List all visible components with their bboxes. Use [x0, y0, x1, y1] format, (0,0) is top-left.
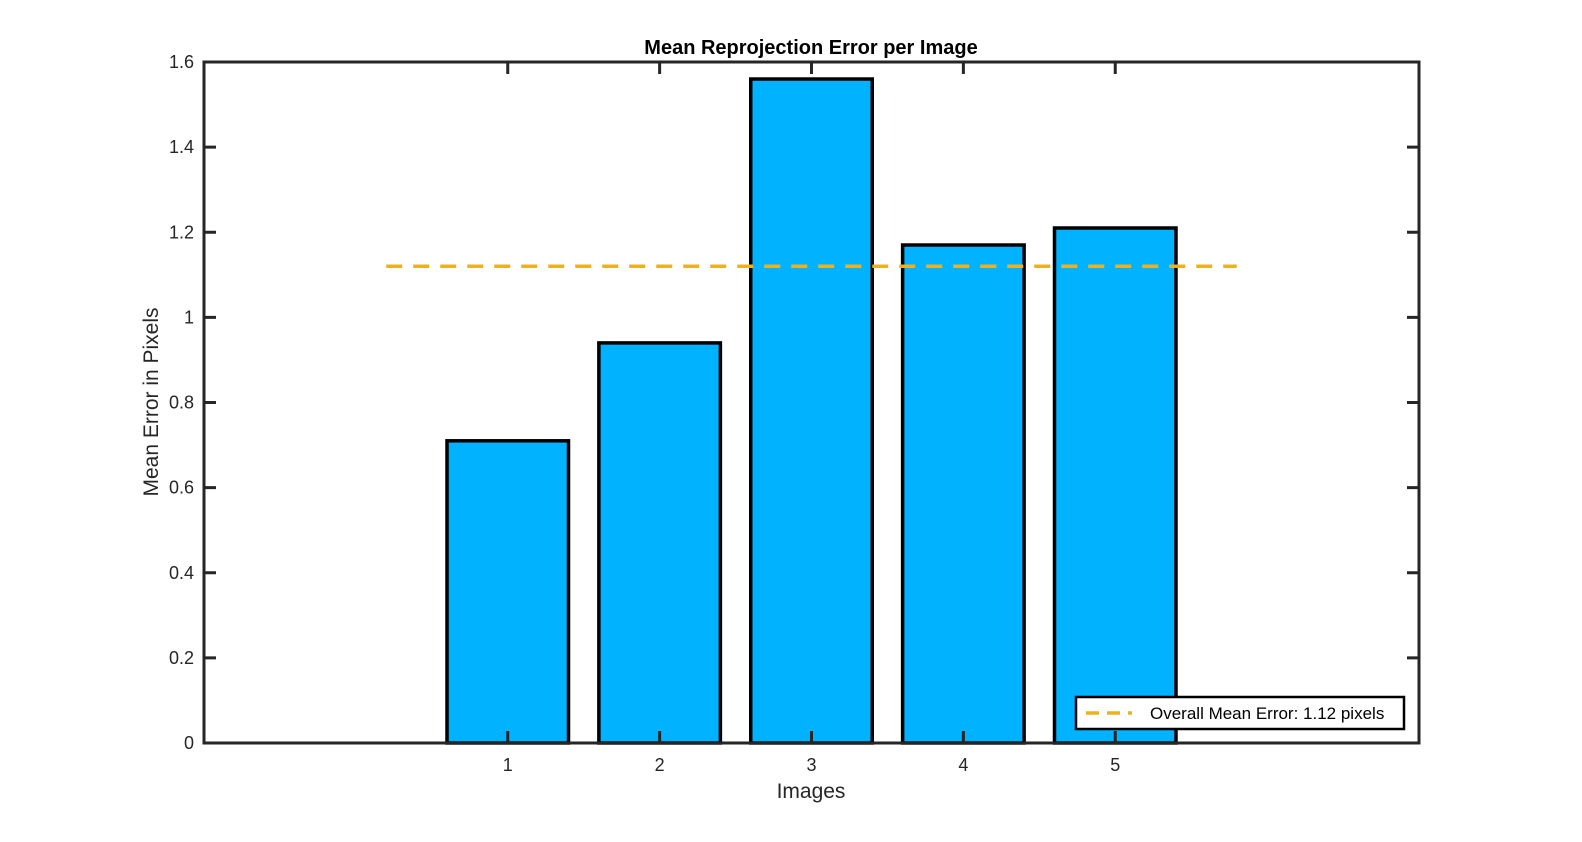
bar-image-4 [900, 243, 1026, 745]
x-tick-label: 1 [503, 755, 513, 775]
y-tick-label: 0.8 [169, 393, 194, 413]
y-tick-label: 0.4 [169, 563, 194, 583]
y-tick-label: 0.2 [169, 648, 194, 668]
x-tick-label: 4 [958, 755, 968, 775]
y-tick-label: 1.4 [169, 137, 194, 157]
bar-image-1 [445, 439, 571, 745]
bar-image-5 [1052, 226, 1178, 745]
y-tick-label: 0.6 [169, 478, 194, 498]
x-tick-label: 5 [1110, 755, 1120, 775]
chart-title: Mean Reprojection Error per Image [644, 37, 977, 59]
y-tick-label: 1 [184, 307, 194, 327]
x-axis-title: Images [777, 780, 846, 803]
legend-label: Overall Mean Error: 1.12 pixels [1150, 704, 1384, 723]
bar-image-3 [749, 77, 874, 745]
x-tick-label: 3 [806, 755, 816, 775]
y-tick-label: 0 [184, 733, 194, 753]
y-axis-title: Mean Error in Pixels [140, 307, 163, 496]
y-tick-label: 1.6 [169, 52, 194, 72]
bar-image-2 [597, 341, 723, 745]
bars-layer [445, 77, 1178, 745]
x-tick-label: 2 [655, 755, 665, 775]
legend: Overall Mean Error: 1.12 pixels [1074, 695, 1406, 731]
axes-layer: 0 0.2 0.4 0.6 0.8 1 1.2 1.4 1.6 1 2 3 4 5 [169, 52, 1421, 775]
y-tick-label: 1.2 [169, 222, 194, 242]
